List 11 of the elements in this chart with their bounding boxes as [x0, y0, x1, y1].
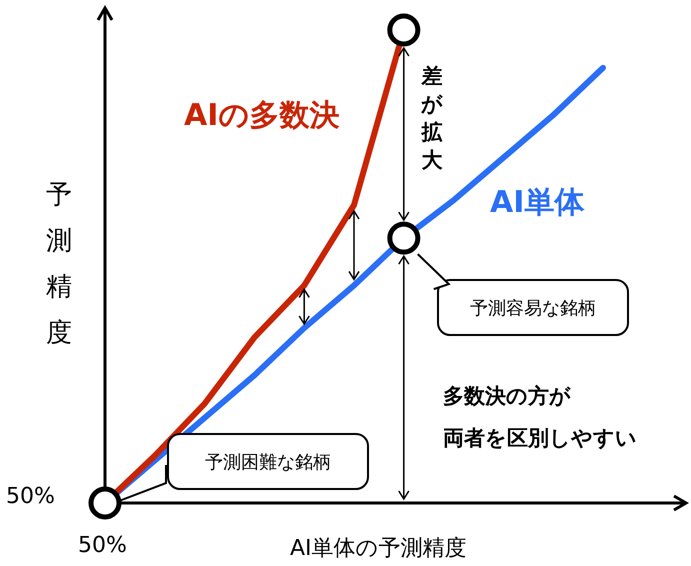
- annotation: 多数決の方が: [443, 383, 571, 410]
- text: 50%: [78, 533, 127, 558]
- annotation: 予測困難な銘柄: [170, 436, 366, 487]
- annotation: 両者を区別しやすい: [443, 425, 637, 452]
- y-axis-title: 予測精度: [45, 179, 73, 350]
- text: 50%: [6, 484, 55, 509]
- annotation: 差が拡大: [420, 63, 444, 174]
- series-label: AI単体: [490, 184, 584, 222]
- x-axis-title: AI単体の予測精度: [290, 535, 467, 563]
- series-label: AIの多数決: [184, 97, 340, 135]
- annotation: 予測容易な銘柄: [440, 282, 626, 333]
